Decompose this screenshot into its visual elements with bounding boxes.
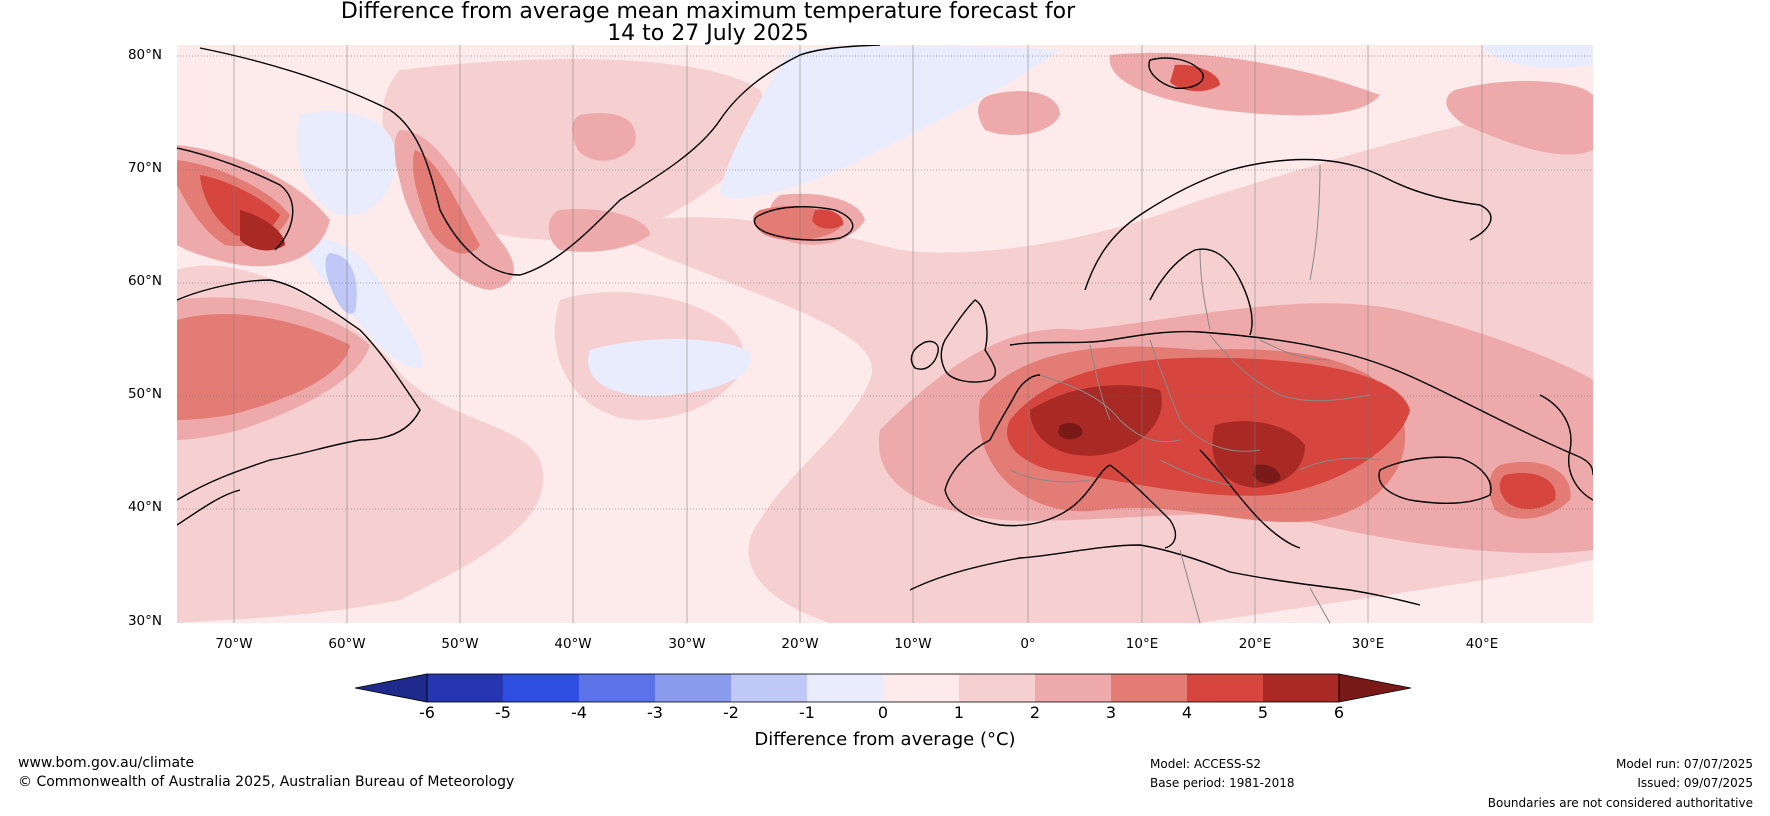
lon-label: 40°E bbox=[1465, 636, 1499, 652]
colorbar-swatch bbox=[1035, 674, 1111, 702]
colorbar-tick-label: -2 bbox=[723, 703, 739, 722]
colorbar-title: Difference from average (°C) bbox=[754, 729, 1016, 750]
lat-label: 40°N bbox=[127, 499, 162, 515]
colorbar-outline bbox=[426, 673, 1340, 703]
lon-label: 20°W bbox=[781, 636, 819, 652]
source-url: www.bom.gov.au/climate bbox=[18, 755, 195, 771]
map-title-line2: 14 to 27 July 2025 bbox=[607, 21, 809, 46]
colorbar-tick-label: -4 bbox=[571, 703, 587, 722]
model-run-date: Model run: 07/07/2025 bbox=[1615, 757, 1753, 771]
coastlines bbox=[177, 45, 1593, 606]
colorbar-extension-low bbox=[354, 673, 428, 703]
model-name: Model: ACCESS-S2 bbox=[1150, 757, 1262, 771]
colorbar-tick-label: 3 bbox=[1105, 703, 1117, 722]
colorbar-tick-label: 5 bbox=[1257, 703, 1269, 722]
lon-label: 70°W bbox=[215, 636, 253, 652]
colorbar-tick-label: -5 bbox=[495, 703, 511, 722]
colorbar-swatch bbox=[883, 674, 959, 702]
lon-label: 50°W bbox=[441, 636, 479, 652]
colorbar-swatch bbox=[731, 674, 807, 702]
colorbar-tick-label: -1 bbox=[799, 703, 815, 722]
copyright-notice: © Commonwealth of Australia 2025, Austra… bbox=[18, 774, 515, 790]
colorbar-extension-high bbox=[1338, 673, 1412, 703]
country-borders bbox=[1009, 164, 1381, 623]
lat-label: 60°N bbox=[127, 273, 162, 289]
map-title-line1: Difference from average mean maximum tem… bbox=[340, 0, 1076, 24]
lon-label: 20°E bbox=[1238, 636, 1272, 652]
lon-label: 30°E bbox=[1351, 636, 1385, 652]
lat-label: 80°N bbox=[127, 47, 162, 63]
colorbar-tick-label: 1 bbox=[953, 703, 965, 722]
temperature-anomaly-field bbox=[177, 45, 1593, 623]
colorbar-swatch bbox=[1187, 674, 1263, 702]
colorbar-swatch bbox=[807, 674, 883, 702]
colorbar-tick-label: -3 bbox=[647, 703, 663, 722]
lon-label: 0° bbox=[1020, 636, 1036, 652]
colorbar-swatch bbox=[503, 674, 579, 702]
lat-label: 30°N bbox=[127, 613, 162, 629]
lon-label: 60°W bbox=[328, 636, 366, 652]
issued-date: Issued: 09/07/2025 bbox=[1637, 776, 1753, 790]
colorbar-swatch bbox=[959, 674, 1035, 702]
lon-label: 30°W bbox=[668, 636, 706, 652]
colorbar-swatch bbox=[579, 674, 655, 702]
colorbar-tick-label: 6 bbox=[1333, 703, 1345, 722]
colorbar-swatch bbox=[1111, 674, 1187, 702]
colorbar-tick-label: 2 bbox=[1029, 703, 1041, 722]
meridians bbox=[233, 45, 1483, 623]
graticule bbox=[177, 55, 1593, 510]
colorbar bbox=[354, 673, 1412, 703]
base-period: Base period: 1981-2018 bbox=[1150, 776, 1295, 790]
lat-label: 70°N bbox=[127, 160, 162, 176]
colorbar-tick-label: -6 bbox=[419, 703, 435, 722]
lat-label: 50°N bbox=[127, 386, 162, 402]
lon-label: 40°W bbox=[554, 636, 592, 652]
colorbar-swatch bbox=[655, 674, 731, 702]
boundaries-disclaimer: Boundaries are not considered authoritat… bbox=[1487, 796, 1753, 810]
colorbar-swatch bbox=[1263, 674, 1339, 702]
colorbar-tick-label: 4 bbox=[1181, 703, 1193, 722]
colorbar-tick-label: 0 bbox=[877, 703, 889, 722]
colorbar-swatch bbox=[427, 674, 503, 702]
lon-label: 10°E bbox=[1125, 636, 1159, 652]
lon-label: 10°W bbox=[894, 636, 932, 652]
